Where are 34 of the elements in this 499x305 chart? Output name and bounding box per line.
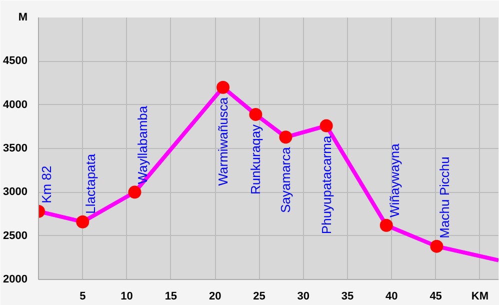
y-tick-label: 2500: [3, 230, 28, 242]
annotation: Phuyupatacarma: [318, 135, 334, 234]
y-tick-label: 3000: [3, 186, 28, 198]
y-tick-label: 2000: [3, 274, 28, 286]
annotation: Wiñaywayna: [386, 142, 402, 218]
annotation: Km 82: [39, 166, 54, 204]
point: [128, 186, 142, 199]
annotation: Warmiwañusca: [216, 96, 231, 186]
point: [380, 218, 393, 232]
x-tick-label: 45: [430, 290, 442, 302]
point: [249, 108, 262, 121]
y-tick-label: 4500: [3, 55, 28, 68]
y-tick-label: 3500: [3, 142, 28, 154]
point: [430, 240, 444, 253]
x-tick-label: 10: [120, 290, 133, 302]
y-tick-label: 4000: [3, 98, 28, 111]
point: [216, 80, 230, 94]
annotation: Sayamarca: [278, 146, 294, 213]
annotation: Runkuraqay: [248, 124, 264, 195]
x-tick-label: 5: [80, 290, 86, 302]
annotation: Machu Picchu: [437, 156, 452, 238]
x-tick-label: KM: [471, 290, 489, 302]
point: [279, 130, 292, 144]
point: [320, 119, 333, 132]
x-tick-label: 20: [208, 290, 222, 302]
x-tick-label: 15: [164, 290, 178, 302]
x-tick-label: 35: [341, 290, 354, 302]
x-tick-label: 40: [386, 290, 398, 302]
x-tick-label: 25: [253, 290, 266, 302]
annotation: Llactapata: [83, 153, 98, 214]
annotation: Wayllabamba: [135, 105, 150, 184]
x-tick-label: 30: [297, 290, 310, 302]
point: [76, 215, 90, 228]
y-tick-label: M: [18, 12, 28, 24]
